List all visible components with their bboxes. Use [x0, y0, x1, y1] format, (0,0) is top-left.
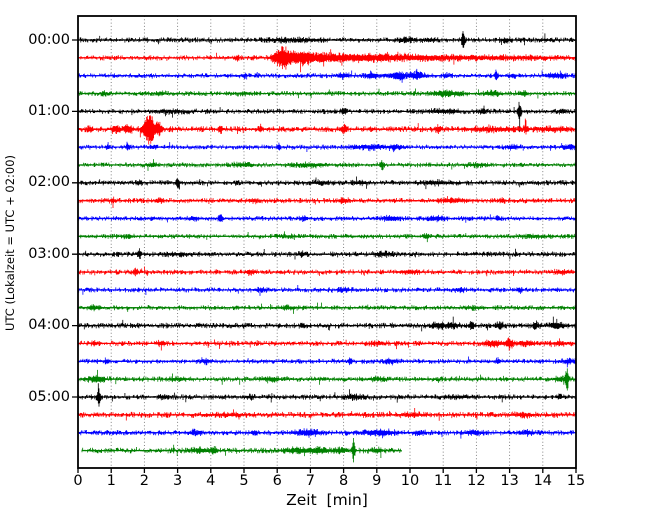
y-tick-label-0000: 00:00: [28, 31, 70, 48]
x-tick-label-15: 15: [566, 472, 586, 489]
x-tick-label-14: 14: [533, 472, 553, 489]
x-tick-label-10: 10: [400, 472, 420, 489]
x-tick-label-4: 4: [206, 472, 216, 489]
x-tick-label-7: 7: [305, 472, 315, 489]
x-tick-label-1: 1: [106, 472, 116, 489]
y-tick-label-0400: 04:00: [28, 317, 70, 334]
x-tick-label-0: 0: [73, 472, 83, 489]
y-tick-label-0200: 02:00: [28, 174, 70, 191]
x-axis-label: Zeit [min]: [286, 491, 368, 509]
x-tick-label-12: 12: [467, 472, 486, 489]
x-tick-label-2: 2: [139, 472, 149, 489]
y-tick-label-0100: 01:00: [28, 102, 70, 119]
x-tick-label-9: 9: [372, 472, 382, 489]
x-tick-label-8: 8: [338, 472, 349, 489]
x-tick-label-5: 5: [239, 472, 249, 489]
x-tick-label-11: 11: [433, 472, 453, 489]
x-tick-label-6: 6: [272, 472, 282, 489]
y-tick-label-0300: 03:00: [28, 245, 70, 262]
x-tick-label-3: 3: [172, 472, 183, 489]
y-tick-label-0500: 05:00: [28, 388, 70, 405]
x-tick-label-13: 13: [500, 472, 519, 489]
